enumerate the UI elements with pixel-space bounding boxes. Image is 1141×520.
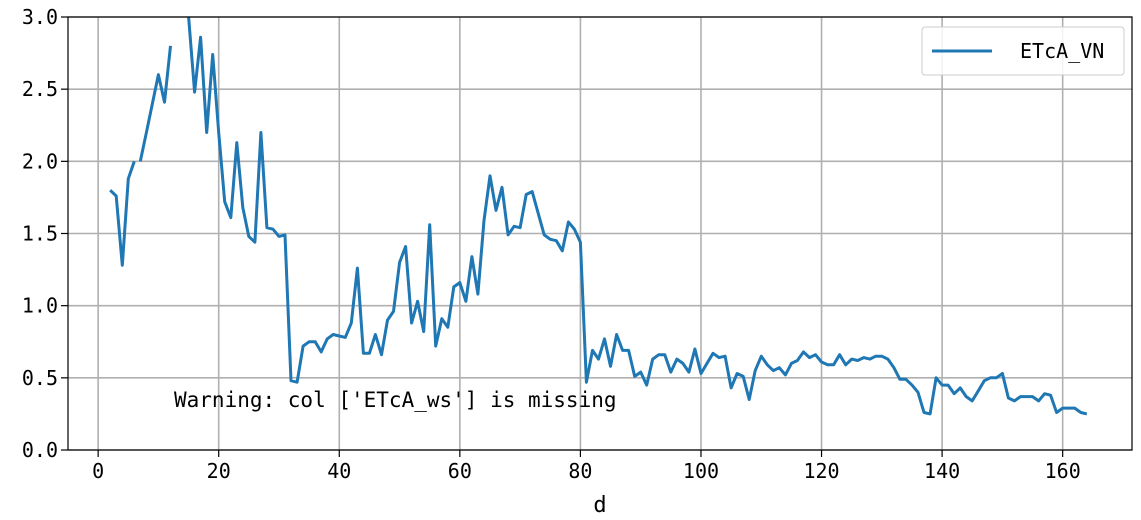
x-tick-label: 40	[327, 459, 351, 483]
x-tick-label: 100	[683, 459, 719, 483]
y-tick-label: 3.0	[22, 5, 58, 29]
warning-annotation: Warning: col ['ETcA_ws'] is missing	[174, 388, 617, 412]
series-line-etca-vn	[138, 45, 172, 162]
y-tick-label: 0.0	[22, 438, 58, 462]
y-tick-label: 2.5	[22, 77, 58, 101]
y-tick-label: 0.5	[22, 366, 58, 390]
series-layer	[109, 17, 1088, 416]
legend-entry-etca-vn: ETcA_VN	[1020, 39, 1104, 63]
series-line-etca-vn	[187, 17, 1088, 416]
grid	[68, 16, 1132, 451]
x-tick-label: 160	[1045, 459, 1081, 483]
x-tick-label: 60	[448, 459, 472, 483]
x-axis-label: d	[593, 493, 606, 518]
x-tick-label: 140	[924, 459, 960, 483]
x-tick-label: 120	[803, 459, 839, 483]
series-line-etca-vn	[109, 160, 136, 267]
x-tick-label: 20	[207, 459, 231, 483]
y-axis-ticks: 0.0 0.5 1.0 1.5 2.0 2.5 3.0	[22, 5, 68, 462]
y-tick-label: 1.0	[22, 294, 58, 318]
x-axis-ticks: 0 20 40 60 80 100 120 140 160	[92, 450, 1081, 483]
x-tick-label: 0	[92, 459, 104, 483]
x-tick-label: 80	[568, 459, 592, 483]
y-tick-label: 2.0	[22, 149, 58, 173]
legend: ETcA_VN	[921, 26, 1125, 76]
legend-box	[921, 26, 1125, 76]
y-tick-label: 1.5	[22, 222, 58, 246]
